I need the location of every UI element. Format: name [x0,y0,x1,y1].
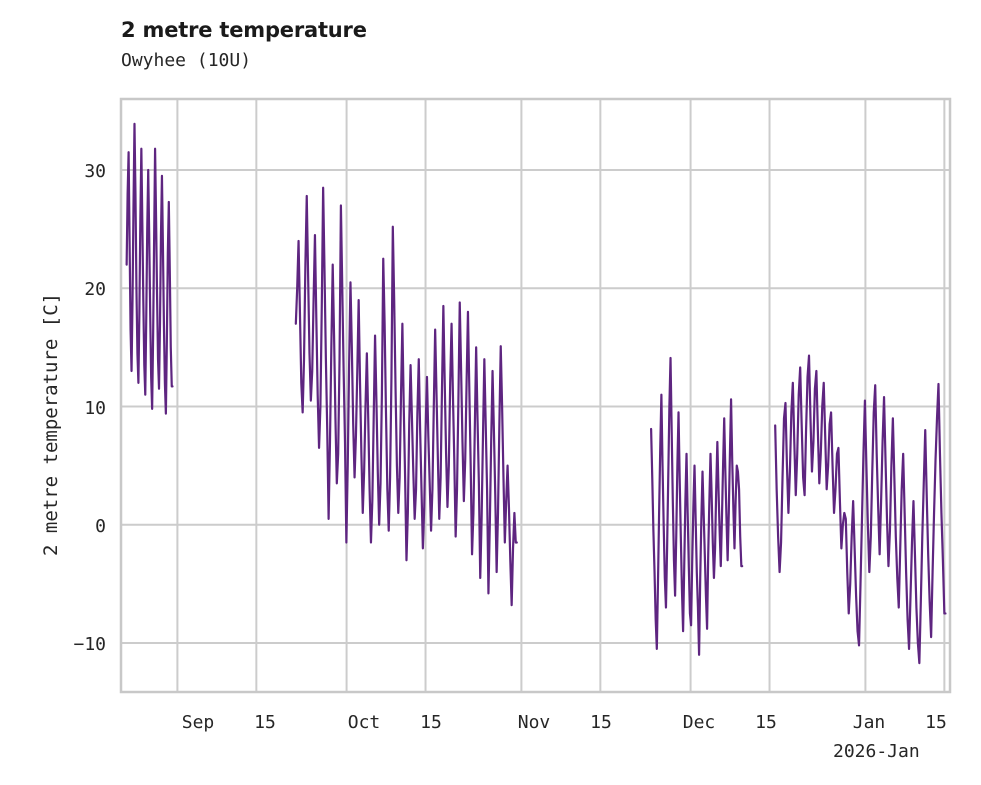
x-tick-label-oct15: 15 [420,712,442,733]
plot-background [121,99,950,692]
x-tick-label-jan15: 15 [925,712,947,733]
x-tick-label-sep: Sep [181,712,215,733]
x-tick-label-oct: Oct [347,712,381,733]
x-tick-label-sep15: 15 [254,712,276,733]
x-tick-label-jan: Jan [852,712,886,733]
page-title: 2 metre temperature [121,18,367,42]
y-tick-label-minus10: −10 [73,634,106,655]
y-tick-label-30: 30 [84,161,106,182]
x-tick-label-dec15: 15 [755,712,777,733]
y-tick-label-10: 10 [84,398,106,419]
x-tick-label-nov15: 15 [590,712,612,733]
x-tick-label-dec: Dec [682,712,716,733]
chart-subtitle: Owyhee (10U) [121,50,252,71]
x-tick-label-nov: Nov [517,712,551,733]
y-tick-label-20: 20 [84,279,106,300]
data-series [125,122,947,665]
x-axis-label: 2026-Jan [833,741,920,762]
y-tick-label-0: 0 [95,516,106,537]
plot-frame [119,97,952,694]
